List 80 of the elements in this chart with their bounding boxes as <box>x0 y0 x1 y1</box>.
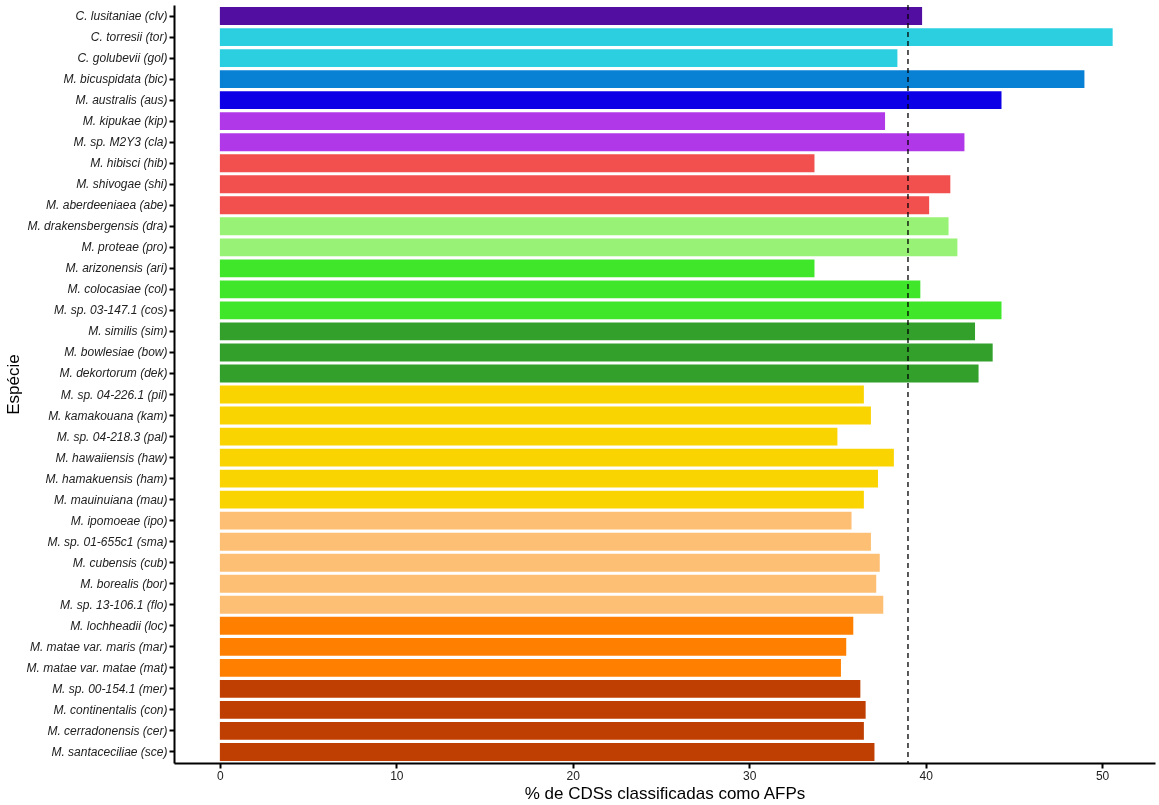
y-tick-label: M. sp. 03-147.1 (cos) <box>54 303 168 318</box>
bar <box>219 722 864 740</box>
bar <box>219 280 921 299</box>
y-tick-label: M. shivogae (shi) <box>76 177 168 192</box>
y-tick-label: C. golubevii (gol) <box>77 51 168 66</box>
y-tick-label: M. arizonensis (ari) <box>65 261 168 276</box>
y-tick-label: M. sp. 00-154.1 (mer) <box>52 681 168 696</box>
y-tick-label: M. aberdeeniaea (abe) <box>46 198 168 213</box>
bar <box>219 154 815 173</box>
bar <box>219 532 871 551</box>
bar <box>219 133 965 152</box>
bar <box>219 427 838 446</box>
y-tick-label: M. hamakuensis (ham) <box>45 471 168 486</box>
bar <box>219 490 864 509</box>
bar <box>219 364 979 383</box>
bar <box>219 448 894 467</box>
bar <box>219 595 884 614</box>
y-tick-label: M. bicuspidata (bic) <box>63 72 168 87</box>
bar <box>219 553 880 572</box>
bar <box>219 70 1085 89</box>
y-tick-label: M. sp. M2Y3 (cla) <box>73 135 168 150</box>
y-tick-label: M. drakensbergensis (dra) <box>27 219 168 234</box>
bar <box>219 469 878 488</box>
y-tick-label: M. similis (sim) <box>88 324 168 339</box>
y-tick-label: M. australis (aus) <box>75 93 168 108</box>
y-tick-label: M. sp. 01-655c1 (sma) <box>47 534 168 549</box>
bar <box>219 217 949 236</box>
bar <box>219 112 886 131</box>
y-tick-label: M. lochheadii (loc) <box>70 618 168 633</box>
bar <box>219 238 958 257</box>
y-tick-label: M. sp. 04-226.1 (pil) <box>60 387 168 402</box>
y-tick-label: C. lusitaniae (clv) <box>75 9 168 24</box>
bar <box>219 7 923 25</box>
y-tick-label: M. santaceciliae (sce) <box>51 744 168 759</box>
bar <box>219 679 861 698</box>
y-tick-label: M. continentalis (con) <box>53 702 168 717</box>
bar <box>219 743 875 761</box>
y-tick-label: M. hibisci (hib) <box>90 156 168 171</box>
x-tick-label: 20 <box>566 768 581 783</box>
y-tick-label: M. hawaiiensis (haw) <box>55 450 168 465</box>
y-tick-label: M. kipukae (kip) <box>82 114 168 129</box>
y-tick-label: M. matae var. maris (mar) <box>29 639 168 654</box>
bar <box>219 28 1113 46</box>
bar <box>219 259 815 278</box>
y-tick-label: M. cerradonensis (cer) <box>47 723 168 738</box>
x-tick-label: 40 <box>919 768 934 783</box>
y-tick-label: M. sp. 04-218.3 (pal) <box>56 429 168 444</box>
y-axis-title: Espécie <box>3 354 23 415</box>
y-tick-label: M. sp. 13-106.1 (flo) <box>60 597 168 612</box>
bar <box>219 574 877 593</box>
bar <box>219 637 847 656</box>
bar <box>219 616 854 635</box>
bar <box>219 658 841 677</box>
bar <box>219 175 951 194</box>
y-tick-label: M. kamakouana (kam) <box>48 408 168 423</box>
y-tick-label: M. matae var. matae (mat) <box>26 660 168 675</box>
bar <box>219 196 930 215</box>
y-tick-label: M. colocasiae (col) <box>67 282 168 297</box>
bar <box>219 385 864 404</box>
bar <box>219 49 898 68</box>
x-tick-label: 50 <box>1095 768 1110 783</box>
y-tick-label: M. proteae (pro) <box>81 240 168 255</box>
bar <box>219 91 1002 110</box>
y-tick-label: C. torresii (tor) <box>90 30 168 45</box>
bar <box>219 511 852 530</box>
bar <box>219 301 1002 320</box>
bar <box>219 343 993 362</box>
y-tick-label: M. borealis (bor) <box>80 576 168 591</box>
y-tick-label: M. ipomoeae (ipo) <box>70 513 168 528</box>
bar <box>219 322 976 341</box>
y-tick-label: M. bowlesiae (bow) <box>64 345 168 360</box>
x-tick-label: 0 <box>217 768 225 783</box>
y-tick-label: M. cubensis (cub) <box>72 555 168 570</box>
y-tick-label: M. dekortorum (dek) <box>59 366 168 381</box>
x-tick-label: 30 <box>743 768 757 783</box>
x-axis-title: % de CDSs classificadas como AFPs <box>524 783 806 803</box>
y-tick-label: M. mauinuiana (mau) <box>54 492 168 507</box>
x-tick-label: 10 <box>390 768 404 783</box>
bar <box>219 406 871 425</box>
bar <box>219 700 866 719</box>
